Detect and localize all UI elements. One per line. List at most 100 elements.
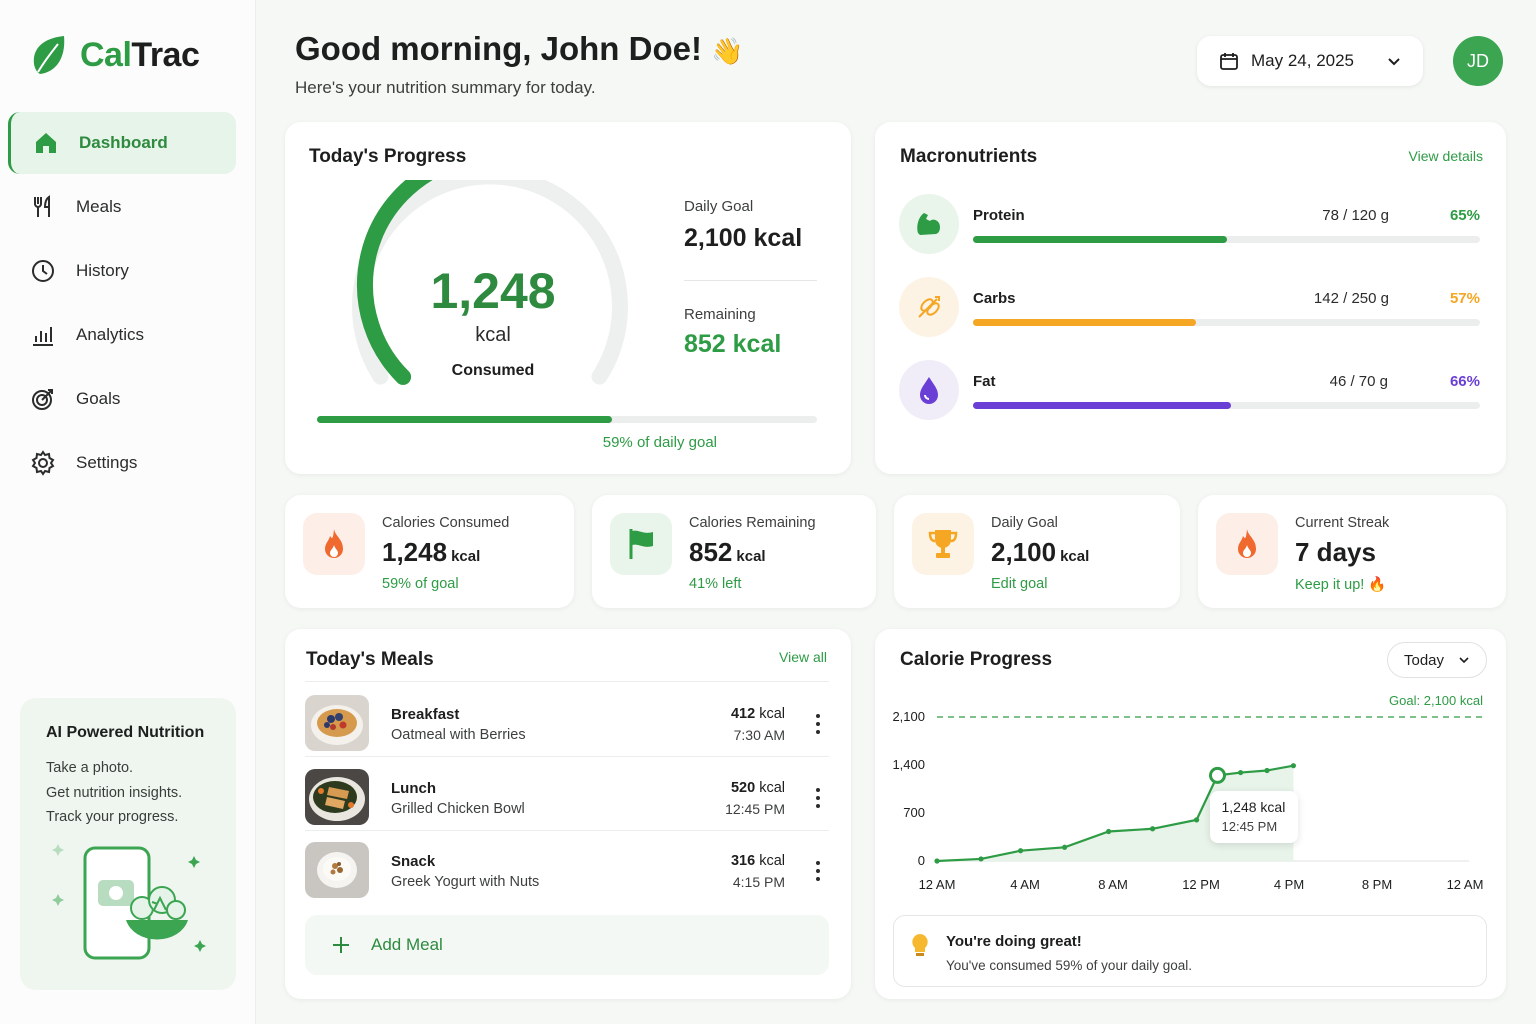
series-point — [934, 858, 940, 864]
meal-name: Breakfast — [391, 706, 460, 723]
sidebar-item-label: Dashboard — [79, 133, 168, 152]
meal-calories: 412 kcal — [731, 706, 785, 722]
logo-text-trac: Trac — [131, 35, 200, 74]
view-details-link[interactable]: View details — [1408, 148, 1483, 164]
flexed-arm-icon — [917, 213, 940, 235]
meal-kcal-number: 520 — [730, 780, 756, 796]
stat-number: 2,100 — [991, 537, 1057, 567]
more-options-icon[interactable] — [813, 713, 823, 735]
calendar-icon — [1220, 53, 1238, 70]
series-point — [1062, 844, 1068, 850]
meal-kcal-unit: kcal — [759, 780, 785, 796]
series-point — [978, 856, 984, 862]
date-picker-button[interactable]: May 24, 2025 — [1197, 36, 1423, 86]
stat-unit: kcal — [451, 548, 481, 565]
list-item[interactable]: Lunch Grilled Chicken Bowl 520 kcal 12:4… — [305, 759, 829, 831]
ai-card-title: AI Powered Nutrition — [46, 724, 205, 741]
remaining-value: 852 kcal — [684, 330, 782, 358]
stat-card-current-streak: Current Streak 7 days Keep it up! 🔥 — [1198, 495, 1506, 608]
range-select-value: Today — [1404, 651, 1445, 669]
yogurt-bowl-image — [305, 842, 369, 898]
stat-number: 1,248 — [382, 537, 448, 567]
phone-salad-illustration — [52, 844, 206, 960]
meal-kcal-number: 412 — [730, 706, 756, 722]
sidebar-item-history[interactable]: History — [8, 240, 236, 302]
list-item[interactable]: Snack Greek Yogurt with Nuts 316 kcal 4:… — [305, 832, 829, 904]
divider — [305, 681, 829, 682]
leaf-logo-icon — [33, 36, 65, 74]
series-point — [1194, 817, 1200, 823]
view-all-link[interactable]: View all — [779, 649, 827, 665]
sidebar-item-analytics[interactable]: Analytics — [8, 304, 236, 366]
utensils-icon — [34, 195, 50, 217]
stat-card-calories-remaining: Calories Remaining 852 kcal 41% left — [592, 495, 876, 608]
goal-line-label: Goal: 2,100 kcal — [1389, 693, 1483, 708]
daily-progress-fill — [317, 416, 612, 423]
series-point — [1018, 848, 1024, 854]
list-item[interactable]: Breakfast Oatmeal with Berries 412 kcal … — [305, 685, 829, 757]
more-options-icon[interactable] — [813, 787, 823, 809]
divider — [684, 280, 817, 281]
edit-goal-link[interactable]: Edit goal — [991, 576, 1048, 592]
wheat-icon — [918, 296, 940, 318]
series-point — [1150, 826, 1156, 832]
highlight-point — [1209, 766, 1226, 784]
bar-chart-icon — [33, 327, 53, 346]
stat-icon-badge — [912, 513, 974, 575]
fat-icon-badge — [899, 360, 959, 420]
sidebar-item-label: Analytics — [76, 325, 145, 344]
carbs-amount: 142 / 250 g — [1313, 290, 1389, 307]
meal-description: Greek Yogurt with Nuts — [391, 874, 540, 890]
stat-label: Calories Remaining — [689, 515, 816, 531]
stat-label: Daily Goal — [991, 515, 1058, 531]
carbs-name: Carbs — [973, 290, 1016, 307]
y-tick-label: 0 — [918, 853, 925, 868]
sidebar-item-dashboard[interactable]: Dashboard — [8, 112, 236, 174]
series-point — [1264, 767, 1270, 774]
meal-photo — [305, 695, 369, 751]
meal-kcal-number: 316 — [730, 853, 756, 869]
daily-progress-bar — [317, 416, 817, 423]
encouragement-box: You're doing great! You've consumed 59% … — [893, 915, 1487, 987]
x-tick-label: 8 PM — [1362, 877, 1392, 892]
y-tick-label: 2,100 — [892, 709, 925, 724]
consumed-label: Consumed — [451, 362, 535, 379]
chevron-down-icon — [1459, 657, 1469, 664]
meal-photo — [305, 842, 369, 898]
x-tick-label: 12 AM — [1447, 877, 1484, 892]
sidebar-item-meals[interactable]: Meals — [8, 176, 236, 238]
stat-value: 852 kcal — [689, 537, 766, 568]
todays-meals-card: Today's Meals View all Breakfast Oatmeal… — [285, 629, 851, 999]
stat-value: 2,100 kcal — [991, 537, 1089, 568]
x-tick-label: 4 AM — [1010, 877, 1040, 892]
sidebar-item-label: Meals — [76, 197, 122, 216]
app-logo[interactable]: CalTrac — [30, 34, 200, 76]
sidebar-nav: Dashboard Meals History Analytics Goals … — [8, 112, 236, 496]
series-point — [1106, 828, 1112, 835]
add-meal-button[interactable]: Add Meal — [305, 915, 829, 975]
x-tick-label: 12 AM — [919, 877, 956, 892]
sidebar-item-label: Goals — [76, 389, 121, 408]
sidebar-item-goals[interactable]: Goals — [8, 368, 236, 430]
avatar[interactable]: JD — [1453, 36, 1503, 86]
stat-label: Current Streak — [1295, 515, 1390, 531]
more-options-icon[interactable] — [813, 860, 823, 882]
oatmeal-bowl-image — [305, 695, 369, 751]
stat-number: 7 days — [1295, 537, 1376, 567]
x-tick-label: 4 PM — [1274, 877, 1304, 892]
series-point — [1290, 763, 1296, 769]
chart-grid: 2,100 1,400 700 0 12 AM 4 AM 8 AM 12 PM 4 PM 8 PM… — [892, 709, 1485, 892]
stat-icon-badge — [610, 513, 672, 575]
calorie-progress-title: Calorie Progress — [900, 649, 1053, 670]
fire-icon — [325, 529, 343, 558]
plus-icon — [333, 937, 349, 953]
meal-calories: 520 kcal — [731, 780, 785, 796]
sidebar-item-settings[interactable]: Settings — [8, 432, 236, 494]
droplet-icon — [920, 377, 938, 404]
tip-text: You've consumed 59% of your daily goal. — [946, 958, 1192, 973]
fat-name: Fat — [973, 373, 996, 390]
home-icon — [36, 133, 56, 153]
progress-bar-caption: 59% of daily goal — [602, 434, 717, 451]
range-select[interactable]: Today — [1387, 642, 1487, 678]
calorie-chart: Goal: 2,100 kcal 2,100 1,400 700 0 12 AM 4 AM… — [892, 693, 1485, 892]
